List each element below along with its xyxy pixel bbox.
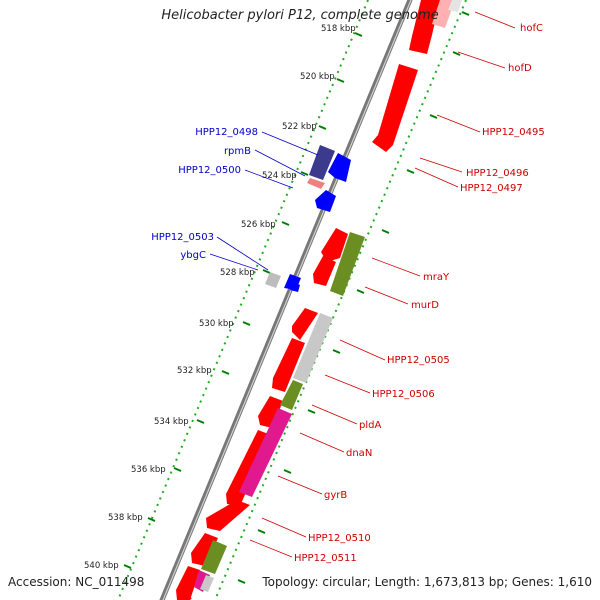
gene-block-gray[interactable] — [200, 575, 214, 592]
kbp-label: 536 kbp — [131, 465, 166, 475]
gene-label[interactable]: HPP12_0498 — [195, 127, 258, 138]
gene-arrow-forward[interactable] — [313, 256, 336, 286]
kbp-label: 524 kbp — [262, 171, 297, 181]
kbp-label: 532 kbp — [177, 366, 212, 376]
kbp-label: 534 kbp — [154, 417, 189, 427]
gene-label[interactable]: HPP12_0503 — [151, 232, 214, 243]
leader-line — [299, 432, 345, 453]
gene-label[interactable]: HPP12_0505 — [387, 355, 450, 366]
gene-label[interactable]: hofD — [508, 63, 532, 74]
kbp-label: 520 kbp — [300, 72, 335, 82]
gene-block-gray[interactable] — [293, 313, 333, 383]
gene-block-pink[interactable] — [307, 178, 325, 189]
leader-line — [311, 404, 358, 425]
gene-arrow-forward[interactable] — [292, 308, 318, 340]
kbp-label: 528 kbp — [220, 268, 255, 278]
gene-label[interactable]: mraY — [423, 272, 450, 283]
kbp-label: 530 kbp — [199, 319, 234, 329]
leader-line — [277, 475, 323, 495]
leader-line — [436, 114, 481, 133]
gene-label[interactable]: rpmB — [224, 146, 251, 157]
tick-marks — [123, 11, 470, 584]
kbp-label: 522 kbp — [282, 122, 317, 132]
gene-arrow-reverse[interactable] — [315, 190, 336, 212]
gene-arrow-forward[interactable] — [321, 228, 348, 262]
gene-label[interactable]: murD — [411, 300, 439, 311]
gene-label[interactable]: HPP12_0500 — [178, 165, 241, 176]
leader-line — [371, 257, 421, 277]
gene-label[interactable]: hofC — [520, 23, 543, 34]
kbp-label: 538 kbp — [108, 513, 143, 523]
kbp-label: 526 kbp — [241, 220, 276, 230]
gene-label[interactable]: HPP12_0497 — [460, 183, 523, 194]
gene-block-green[interactable] — [201, 540, 227, 574]
gene-label[interactable]: HPP12_0496 — [466, 168, 529, 179]
gene-label[interactable]: gyrB — [324, 490, 347, 501]
leader-line — [254, 149, 306, 177]
leader-line — [339, 339, 386, 361]
leader-line — [474, 11, 516, 29]
gene-block-green[interactable] — [330, 232, 365, 296]
leader-line — [419, 157, 463, 173]
genome-backbone-highlight — [162, 0, 412, 600]
gene-label[interactable]: ybgC — [180, 250, 206, 261]
leader-line — [249, 539, 293, 558]
map-title: Helicobacter pylori P12, complete genome — [161, 8, 439, 23]
gene-arrow-forward[interactable] — [176, 566, 200, 600]
leader-line — [261, 517, 307, 538]
topology-text: Topology: circular; Length: 1,673,813 bp… — [262, 575, 592, 589]
leader-line — [209, 253, 259, 271]
gene-arrow-forward[interactable] — [372, 64, 418, 152]
leader-line — [244, 169, 294, 189]
accession-text: Accession: NC_011498 — [8, 575, 145, 589]
gene-block-green[interactable] — [280, 380, 303, 410]
gene-arrow-forward[interactable] — [258, 396, 283, 428]
gene-arrow-forward[interactable] — [178, 595, 192, 600]
gene-label[interactable]: HPP12_0510 — [308, 533, 371, 544]
leader-line — [261, 131, 319, 156]
gene-arrow-forward[interactable] — [191, 533, 218, 566]
leader-line — [364, 286, 409, 305]
gene-block-gray-top[interactable] — [448, 0, 462, 12]
leader-line — [216, 236, 269, 271]
gene-label[interactable]: HPP12_0506 — [372, 389, 435, 400]
gene-block-gray-small[interactable] — [265, 272, 281, 288]
gene-arrow-forward[interactable] — [272, 338, 305, 392]
gene-label[interactable]: pldA — [359, 420, 381, 431]
leader-line — [324, 374, 371, 394]
genome-backbone — [159, 0, 413, 600]
leader-line — [414, 167, 459, 188]
gene-block-navy[interactable] — [309, 145, 335, 180]
kbp-label: 540 kbp — [84, 561, 119, 571]
gene-label[interactable]: dnaN — [346, 448, 372, 459]
gene-arrow-forward[interactable] — [409, 0, 440, 54]
gene-label[interactable]: HPP12_0511 — [294, 553, 357, 564]
leader-line — [457, 51, 506, 69]
gene-arrow-forward[interactable] — [206, 500, 250, 531]
gene-label[interactable]: HPP12_0495 — [482, 127, 545, 138]
gene-block-magenta[interactable] — [239, 408, 292, 497]
kbp-label: 518 kbp — [321, 24, 356, 34]
gene-arrow-reverse[interactable] — [328, 153, 351, 182]
gene-arrow-reverse[interactable] — [290, 282, 300, 292]
